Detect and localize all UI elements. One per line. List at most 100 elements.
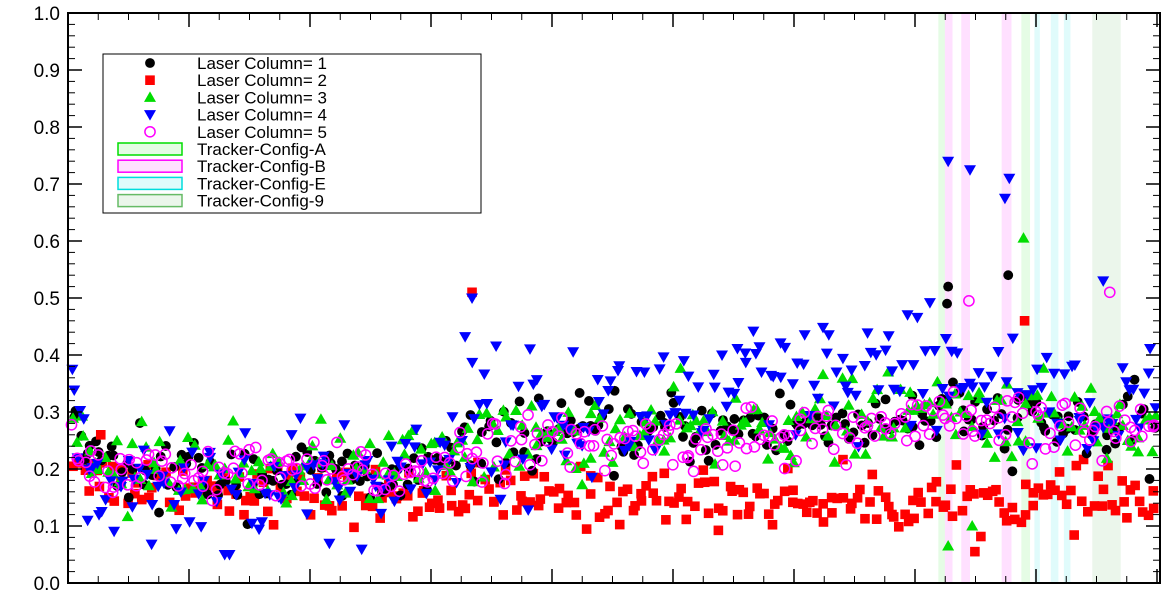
data-point — [375, 508, 388, 520]
data-point — [249, 441, 262, 454]
data-point — [498, 460, 511, 471]
data-point — [1135, 430, 1148, 443]
data-point — [829, 419, 842, 432]
data-point — [1073, 415, 1086, 427]
data-point — [782, 429, 795, 442]
data-point — [393, 485, 406, 498]
data-point — [478, 470, 491, 482]
data-point — [909, 430, 921, 443]
data-point — [523, 458, 536, 471]
data-point — [153, 470, 165, 482]
data-point — [859, 448, 872, 459]
data-point — [223, 550, 236, 561]
data-point — [695, 443, 707, 456]
data-point — [806, 437, 818, 450]
data-point — [585, 472, 598, 484]
legend-swatch — [117, 193, 183, 208]
data-point — [1069, 530, 1079, 540]
data-point — [427, 472, 439, 485]
data-point — [290, 451, 301, 462]
data-point — [223, 485, 233, 496]
data-point — [928, 346, 941, 357]
data-point — [1077, 414, 1090, 427]
data-point — [992, 411, 1005, 424]
data-point — [756, 416, 769, 428]
data-point — [1096, 454, 1109, 467]
data-point — [263, 506, 273, 517]
data-point — [667, 380, 680, 392]
data-point — [642, 435, 655, 446]
data-point — [470, 446, 483, 459]
data-point — [494, 494, 507, 506]
data-point — [717, 505, 728, 516]
data-point — [988, 401, 1001, 414]
data-point — [991, 484, 1001, 495]
data-point — [524, 344, 537, 355]
data-point — [1069, 439, 1082, 451]
y-tick-label: 0.1 — [34, 517, 60, 538]
data-point — [154, 507, 164, 518]
data-point — [605, 449, 618, 462]
data-point — [845, 365, 858, 377]
data-point — [106, 486, 119, 499]
data-point — [1149, 403, 1161, 414]
legend-label: Laser Column= 5 — [197, 123, 327, 142]
data-point — [1132, 445, 1145, 457]
data-point — [786, 379, 799, 390]
data-point — [909, 513, 919, 524]
data-point — [703, 508, 714, 519]
data-point — [525, 399, 538, 411]
data-point — [404, 484, 417, 495]
data-point — [980, 414, 993, 426]
data-point — [630, 366, 643, 378]
data-point — [612, 497, 622, 508]
data-point — [584, 452, 597, 463]
data-point — [904, 386, 917, 397]
data-point — [623, 407, 636, 418]
data-point — [429, 484, 442, 495]
y-tick-label: 0.2 — [34, 460, 60, 481]
data-point — [1035, 401, 1048, 414]
data-point — [514, 421, 527, 433]
data-point — [1127, 384, 1140, 396]
data-point — [274, 471, 287, 484]
data-point — [858, 361, 871, 372]
data-point — [476, 476, 488, 488]
data-point — [886, 366, 899, 377]
data-point — [538, 399, 551, 411]
data-point — [879, 345, 892, 357]
data-point — [1035, 382, 1048, 394]
data-point — [92, 449, 105, 461]
data-point — [999, 508, 1010, 518]
config-band — [1092, 13, 1121, 583]
data-point — [637, 457, 650, 470]
data-point — [321, 487, 332, 498]
data-point — [366, 468, 379, 481]
data-point — [659, 419, 672, 431]
data-point — [1062, 416, 1075, 428]
data-point — [859, 421, 871, 434]
data-point — [174, 487, 187, 499]
data-point — [230, 490, 243, 501]
data-point — [1093, 471, 1103, 482]
data-point — [969, 430, 981, 442]
data-point — [394, 462, 407, 473]
data-point — [700, 422, 712, 435]
data-point — [1144, 474, 1155, 484]
data-point — [816, 423, 829, 436]
data-point — [512, 381, 525, 393]
data-point — [662, 424, 675, 437]
data-point — [592, 396, 605, 408]
data-point — [490, 341, 503, 352]
data-point — [1084, 382, 1097, 393]
data-point — [309, 493, 319, 504]
data-point — [1037, 362, 1050, 373]
data-point — [594, 512, 605, 522]
data-point — [159, 448, 172, 461]
data-point — [1143, 420, 1155, 433]
data-point — [661, 515, 671, 525]
data-point — [1138, 388, 1151, 400]
data-point — [624, 436, 637, 448]
data-point — [576, 478, 589, 490]
data-point — [1011, 388, 1024, 399]
